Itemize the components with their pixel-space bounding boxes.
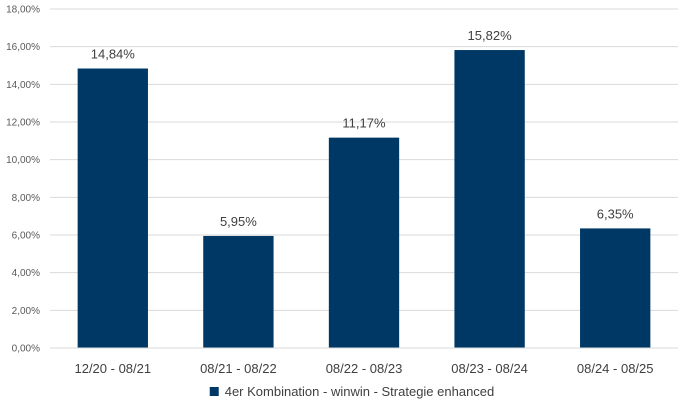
data-label: 5,95% [220,214,257,229]
x-tick-label: 08/24 - 08/25 [577,361,654,376]
y-tick-label: 0,00% [12,344,40,355]
bar [328,137,400,348]
x-axis-category-labels: 12/20 - 08/21 08/21 - 08/22 08/22 - 08/23 0… [74,361,653,376]
y-tick-label: 6,00% [12,231,40,242]
legend-entry: 4er Kombination - winwin - Strategie enh… [225,384,495,399]
y-tick-label: 16,00% [6,42,40,53]
bar [203,235,274,348]
bars [77,50,651,348]
data-label: 11,17% [342,116,386,131]
x-tick-label: 12/20 - 08/21 [74,361,151,376]
x-tick-label: 08/23 - 08/24 [451,361,528,376]
data-labels: 14,84% 5,95% 11,17% 15,82% 6,35% [91,28,634,229]
y-tick-label: 14,00% [6,80,40,91]
y-tick-label: 12,00% [6,118,40,129]
bar [454,50,525,348]
legend-swatch [209,387,219,396]
y-tick-label: 4,00% [12,268,40,279]
legend: 4er Kombination - winwin - Strategie enh… [209,384,495,399]
y-tick-label: 18,00% [6,5,40,16]
y-tick-label: 10,00% [6,155,40,166]
bar [580,228,651,348]
data-label: 15,82% [468,28,513,43]
data-label: 6,35% [597,206,634,221]
y-tick-label: 2,00% [12,306,40,317]
bar [77,68,148,348]
data-label: 14,84% [91,47,136,62]
y-tick-label: 8,00% [12,193,40,204]
x-tick-label: 08/21 - 08/22 [200,361,277,376]
y-axis-tick-labels: 0,00% 2,00% 4,00% 6,00% 8,00% 10,00% 12,00% 14,… [6,5,40,355]
x-tick-label: 08/22 - 08/23 [326,361,403,376]
